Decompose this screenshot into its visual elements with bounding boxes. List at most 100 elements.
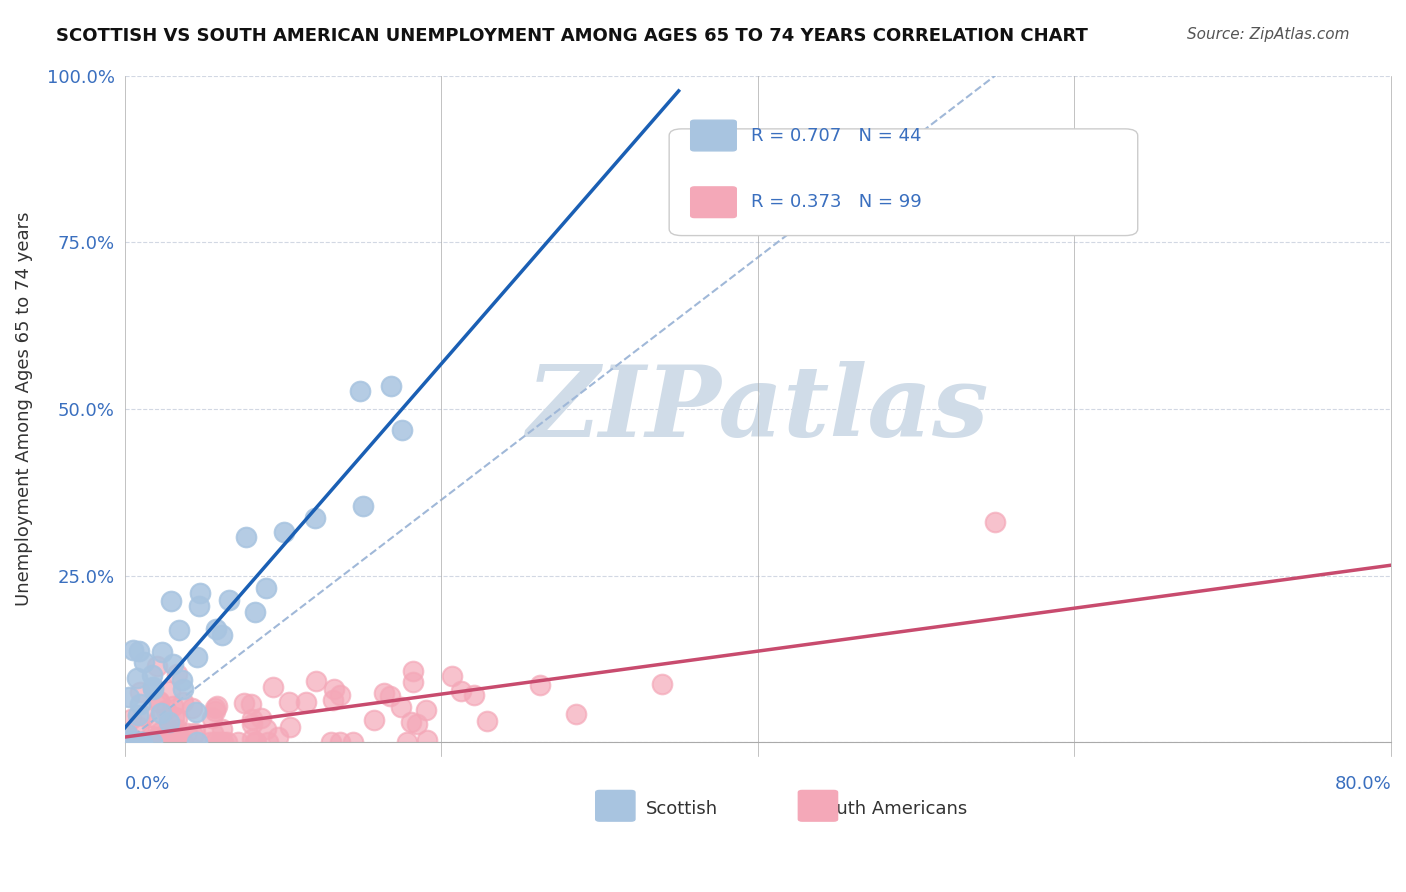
Point — [322, 682, 344, 697]
Point — [277, 695, 299, 709]
Point — [329, 688, 352, 702]
Point — [389, 699, 412, 714]
Point — [139, 729, 162, 743]
Text: South Americans: South Americans — [814, 800, 967, 818]
Point — [373, 686, 395, 700]
Point — [129, 697, 152, 711]
Text: R = 0.707   N = 44: R = 0.707 N = 44 — [751, 127, 922, 145]
Point — [405, 717, 427, 731]
Point — [240, 712, 263, 726]
Point — [262, 680, 284, 694]
Point — [181, 728, 204, 742]
FancyBboxPatch shape — [596, 790, 636, 822]
Point — [127, 708, 149, 723]
Point — [132, 735, 155, 749]
Point — [415, 703, 437, 717]
Point — [150, 731, 173, 746]
Point — [118, 732, 141, 747]
Point — [118, 735, 141, 749]
Point — [207, 698, 229, 713]
Point — [240, 698, 263, 712]
Point — [245, 605, 267, 619]
Point — [125, 671, 148, 685]
Point — [149, 725, 172, 739]
Point — [135, 735, 157, 749]
Point — [128, 685, 150, 699]
Text: Source: ZipAtlas.com: Source: ZipAtlas.com — [1187, 27, 1350, 42]
Point — [209, 735, 232, 749]
Point — [245, 735, 267, 749]
Point — [159, 684, 181, 698]
Point — [218, 592, 240, 607]
Point — [391, 423, 413, 437]
Point — [141, 735, 163, 749]
Point — [202, 726, 225, 740]
FancyBboxPatch shape — [690, 120, 737, 151]
Point — [319, 735, 342, 749]
Point — [124, 735, 146, 749]
FancyBboxPatch shape — [669, 128, 1137, 235]
Text: 80.0%: 80.0% — [1334, 775, 1391, 793]
Point — [149, 735, 172, 749]
Point — [186, 649, 208, 664]
Point — [138, 735, 160, 749]
Text: 0.0%: 0.0% — [125, 775, 170, 793]
Point — [380, 689, 402, 703]
Point — [441, 669, 464, 683]
Point — [129, 735, 152, 749]
Point — [187, 599, 209, 613]
Point — [396, 735, 419, 749]
Point — [115, 735, 138, 749]
Point — [150, 644, 173, 658]
Point — [267, 731, 290, 745]
Point — [125, 735, 148, 749]
Point — [322, 692, 344, 706]
Point — [529, 678, 551, 692]
Text: Scottish: Scottish — [645, 800, 718, 818]
Point — [184, 705, 207, 719]
Point — [142, 681, 165, 696]
Point — [157, 714, 180, 729]
Point — [250, 711, 273, 725]
Point — [167, 735, 190, 749]
Point — [329, 735, 352, 749]
Point — [134, 709, 156, 723]
Point — [128, 720, 150, 734]
Point — [166, 711, 188, 725]
Point — [170, 735, 193, 749]
Point — [257, 735, 280, 749]
Point — [565, 707, 588, 722]
Text: ZIPatlas: ZIPatlas — [527, 360, 988, 458]
Point — [304, 511, 326, 525]
Point — [273, 525, 295, 540]
Point — [186, 735, 208, 749]
Point — [139, 735, 162, 749]
Point — [205, 622, 228, 636]
Point — [150, 730, 173, 744]
Point — [477, 714, 499, 728]
Point — [146, 713, 169, 727]
Point — [450, 683, 472, 698]
Point — [295, 695, 318, 709]
Point — [149, 706, 172, 721]
Point — [162, 698, 184, 713]
Point — [145, 735, 167, 749]
Point — [131, 735, 153, 749]
Point — [118, 735, 141, 749]
Point — [146, 731, 169, 745]
Point — [380, 379, 402, 393]
Text: R = 0.373   N = 99: R = 0.373 N = 99 — [751, 194, 922, 211]
Point — [352, 500, 374, 514]
Point — [198, 735, 221, 749]
Point — [211, 735, 233, 749]
Point — [124, 735, 146, 749]
Point — [159, 594, 181, 608]
Point — [305, 673, 328, 688]
Point — [149, 735, 172, 749]
Point — [172, 694, 194, 708]
Point — [167, 624, 190, 638]
Point — [204, 735, 226, 749]
Point — [115, 725, 138, 739]
Y-axis label: Unemployment Among Ages 65 to 74 years: Unemployment Among Ages 65 to 74 years — [15, 211, 32, 607]
Point — [363, 713, 385, 727]
